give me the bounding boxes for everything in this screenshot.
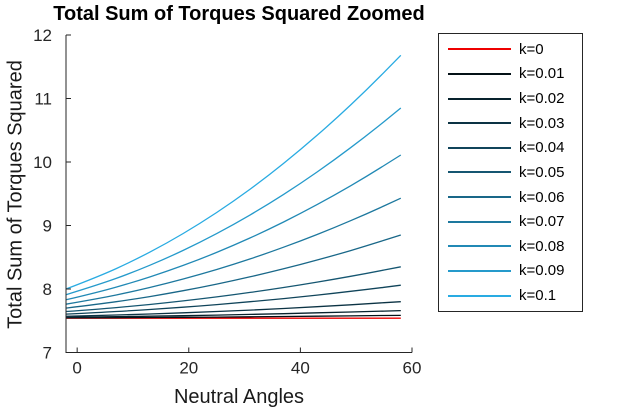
x-tick-label: 60	[403, 359, 422, 378]
y-axis-label: Total Sum of Torques Squared	[4, 60, 27, 329]
y-tick-label: 12	[33, 26, 52, 45]
x-tick-label: 0	[72, 359, 81, 378]
series-line-k=0.08	[65, 154, 402, 301]
legend-item-label: k=0.03	[519, 114, 565, 132]
legend-item-label: k=0	[519, 40, 544, 58]
legend-item: k=0.04	[439, 139, 582, 156]
chart-title: Total Sum of Torques Squared Zoomed	[53, 3, 425, 25]
legend-item: k=0.1	[439, 287, 582, 304]
legend-line-sample	[448, 72, 511, 75]
legend-item-label: k=0.1	[519, 287, 557, 305]
y-tick-label: 8	[43, 280, 52, 299]
y-tick-label: 9	[43, 217, 52, 236]
legend-item-label: k=0.01	[519, 65, 565, 83]
legend-item-label: k=0.08	[519, 237, 565, 255]
series-line-k=0.09	[65, 107, 402, 296]
series-line-k=0.06	[65, 234, 401, 309]
legend-line-sample	[448, 122, 511, 125]
series-line-k=0.02	[65, 309, 401, 318]
legend-line-sample	[448, 171, 511, 174]
legend-item-label: k=0.05	[519, 163, 565, 181]
legend-item-label: k=0.02	[519, 90, 565, 108]
x-tick-label: 20	[179, 359, 198, 378]
axes-lines	[65, 35, 412, 353]
legend-line-sample	[448, 245, 511, 248]
legend-item: k=0.02	[439, 90, 582, 107]
legend-item: k=0.07	[439, 213, 582, 230]
x-axis-label: Neutral Angles	[173, 386, 305, 408]
series-line-k=0.1	[65, 54, 402, 290]
series-line-k=0.03	[65, 301, 401, 317]
legend-item: k=0.01	[439, 65, 582, 82]
legend-item: k=0.08	[439, 238, 582, 255]
legend-item: k=0.06	[439, 189, 582, 206]
legend-line-sample	[448, 220, 511, 223]
legend-line-sample	[448, 269, 511, 272]
legend-item-label: k=0.09	[519, 262, 565, 280]
legend-line-sample	[448, 48, 511, 51]
legend-item-label: k=0.06	[519, 188, 565, 206]
legend-item: k=0.03	[439, 115, 582, 132]
legend-item-label: k=0.07	[519, 213, 565, 231]
legend-item-label: k=0.04	[519, 139, 565, 157]
y-tick-label: 11	[34, 90, 52, 109]
y-tick-label: 7	[43, 344, 52, 363]
legend-line-sample	[448, 97, 511, 100]
series-line-k=0.04	[65, 284, 401, 315]
legend-line-sample	[448, 196, 511, 199]
legend: k=0 k=0.01 k=0.02 k=0.03 k=0.04 k=0.05 k…	[438, 33, 583, 312]
legend-item: k=0	[439, 41, 582, 58]
y-tick-label: 10	[33, 153, 52, 172]
legend-item: k=0.05	[439, 164, 582, 181]
legend-item: k=0.09	[439, 262, 582, 279]
legend-line-sample	[448, 146, 511, 149]
series-line-k=0.05	[65, 266, 401, 313]
x-tick-label: 40	[291, 359, 310, 378]
series-line-k=0.01	[65, 314, 401, 319]
series-line-k=0.07	[65, 197, 402, 305]
legend-line-sample	[448, 294, 511, 297]
